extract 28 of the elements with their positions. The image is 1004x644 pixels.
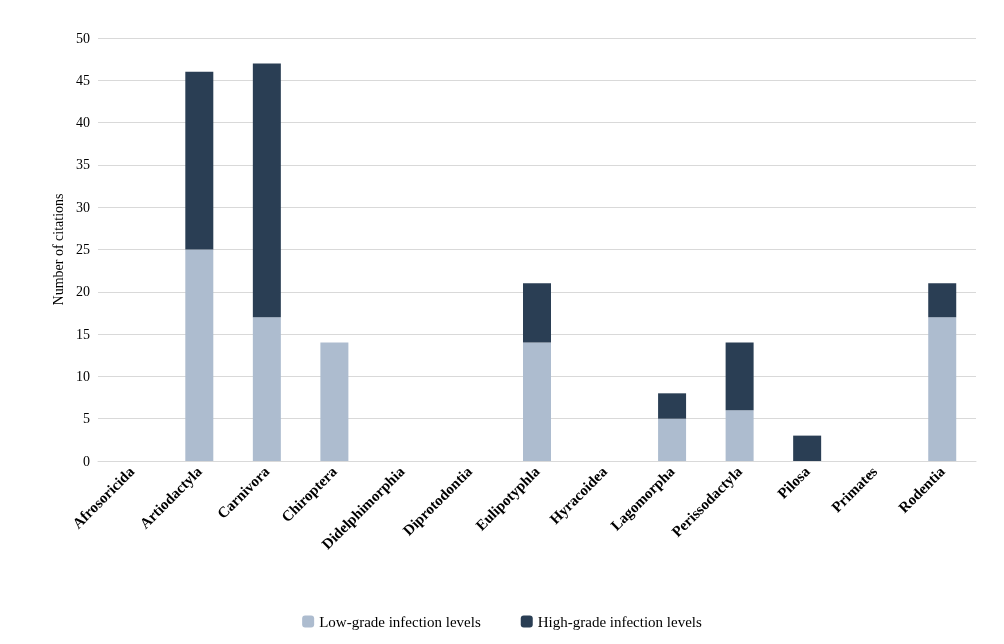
y-tick-label: 15	[76, 326, 90, 342]
bar	[725, 410, 754, 461]
y-tick-label: 30	[76, 199, 90, 215]
bar	[523, 283, 551, 343]
y-tick-label: 50	[76, 30, 90, 46]
bar	[320, 342, 349, 461]
bar	[658, 393, 687, 419]
y-axis-title: Number of citations	[50, 193, 66, 306]
y-tick-label: 35	[76, 157, 90, 173]
bar	[523, 342, 551, 461]
bar	[928, 283, 957, 318]
bar	[252, 317, 281, 461]
y-tick-label: 5	[83, 411, 90, 427]
bar	[725, 342, 754, 411]
bar	[252, 63, 281, 318]
y-tick-label: 10	[76, 368, 90, 384]
y-tick-label: 20	[76, 284, 90, 300]
y-tick-label: 25	[76, 242, 90, 257]
y-tick-label: 0	[83, 453, 90, 469]
bar	[185, 71, 214, 250]
y-tick-label: 45	[76, 72, 90, 88]
legend-label: Low-grade infection levels	[319, 613, 481, 630]
bar	[793, 435, 822, 461]
bar	[928, 317, 957, 461]
bar	[658, 418, 687, 461]
legend-label: High-grade infection levels	[537, 613, 703, 630]
y-tick-label: 40	[76, 115, 90, 131]
bar	[185, 249, 214, 461]
